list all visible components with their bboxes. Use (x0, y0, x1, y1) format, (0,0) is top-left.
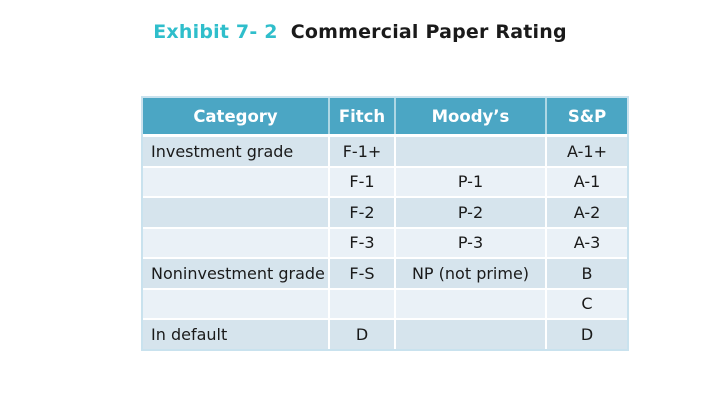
table-cell: NP (not prime) (394, 257, 545, 288)
table-cell: D (545, 318, 627, 349)
table-cell (143, 165, 328, 196)
table-cell: F-1+ (328, 134, 394, 166)
table-cell: P-3 (394, 226, 545, 257)
table-cell: In default (143, 318, 328, 349)
table-cell (394, 318, 545, 349)
table-cell: Noninvestment grade (143, 257, 328, 288)
table-cell (328, 287, 394, 318)
table-cell: A-1 (545, 165, 627, 196)
table-body: Investment grade F-1+ A-1+ F-1 P-1 A-1 F-2 P-2 A… (143, 134, 627, 349)
table-cell: A-2 (545, 196, 627, 227)
column-header-sp: S&P (545, 98, 627, 134)
exhibit-title: Exhibit 7- 2 Commercial Paper Rating (0, 21, 720, 43)
table-cell: F-3 (328, 226, 394, 257)
table-row: F-3 P-3 A-3 (143, 226, 627, 257)
table-row: Investment grade F-1+ A-1+ (143, 134, 627, 166)
table-cell: A-3 (545, 226, 627, 257)
table-cell: D (328, 318, 394, 349)
column-header-moodys: Moody’s (394, 98, 545, 134)
table-cell: P-1 (394, 165, 545, 196)
table-cell: B (545, 257, 627, 288)
table-cell (394, 287, 545, 318)
column-header-category: Category (143, 98, 328, 134)
table-cell (143, 196, 328, 227)
table-row: C (143, 287, 627, 318)
exhibit-number-label: Exhibit 7- 2 (153, 21, 278, 43)
table-row: F-1 P-1 A-1 (143, 165, 627, 196)
title-text: Commercial Paper Rating (290, 21, 567, 43)
table-cell (394, 134, 545, 166)
rating-table: Category Fitch Moody’s S&P Investment gr… (141, 96, 629, 351)
table-cell (143, 287, 328, 318)
table-row: Noninvestment grade F-S NP (not prime) B (143, 257, 627, 288)
column-header-fitch: Fitch (328, 98, 394, 134)
table-cell (143, 226, 328, 257)
table-cell: F-S (328, 257, 394, 288)
table-header-row: Category Fitch Moody’s S&P (143, 98, 627, 134)
table-row: F-2 P-2 A-2 (143, 196, 627, 227)
table-cell: A-1+ (545, 134, 627, 166)
table-cell: P-2 (394, 196, 545, 227)
table-cell: F-2 (328, 196, 394, 227)
table-row: In default D D (143, 318, 627, 349)
table-cell: F-1 (328, 165, 394, 196)
table-cell: Investment grade (143, 134, 328, 166)
table-cell: C (545, 287, 627, 318)
